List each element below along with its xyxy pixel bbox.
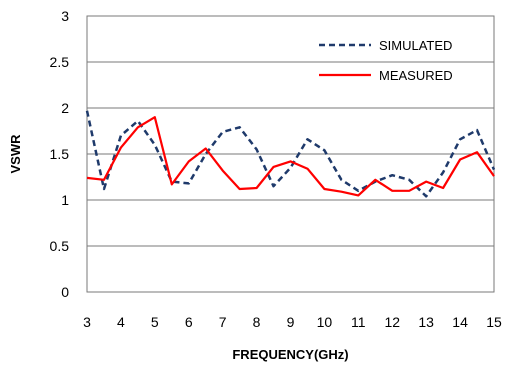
x-tick-label: 13 <box>418 314 434 330</box>
y-tick-label: 3 <box>61 8 69 24</box>
x-tick-label: 6 <box>185 314 193 330</box>
x-tick-label: 4 <box>117 314 125 330</box>
x-tick-label: 10 <box>317 314 333 330</box>
plot-area-border <box>86 15 495 293</box>
y-tick-label: 0.5 <box>50 238 70 254</box>
x-tick-label: 11 <box>351 314 366 330</box>
x-tick-label: 8 <box>253 314 261 330</box>
x-tick-label: 12 <box>384 314 400 330</box>
x-axis-title: FREQUENCY(GHz) <box>232 347 348 362</box>
y-tick-label: 1.5 <box>50 146 70 162</box>
x-tick-label: 7 <box>219 314 227 330</box>
x-tick-label: 5 <box>151 314 159 330</box>
y-tick-label: 0 <box>61 284 69 300</box>
legend-label-measured: MEASURED <box>379 68 453 83</box>
x-tick-label: 9 <box>287 314 295 330</box>
series-line-simulated <box>85 110 496 198</box>
y-tick-label: 2.5 <box>50 54 70 70</box>
y-tick-label: 1 <box>61 192 69 208</box>
x-tick-label: 3 <box>83 314 91 330</box>
y-axis-title: VSWR <box>8 134 23 174</box>
x-tick-label: 15 <box>486 314 502 330</box>
y-tick-label: 2 <box>61 100 69 116</box>
series-line-measured <box>86 116 495 197</box>
legend-label-simulated: SIMULATED <box>379 38 452 53</box>
x-tick-label: 14 <box>452 314 468 330</box>
